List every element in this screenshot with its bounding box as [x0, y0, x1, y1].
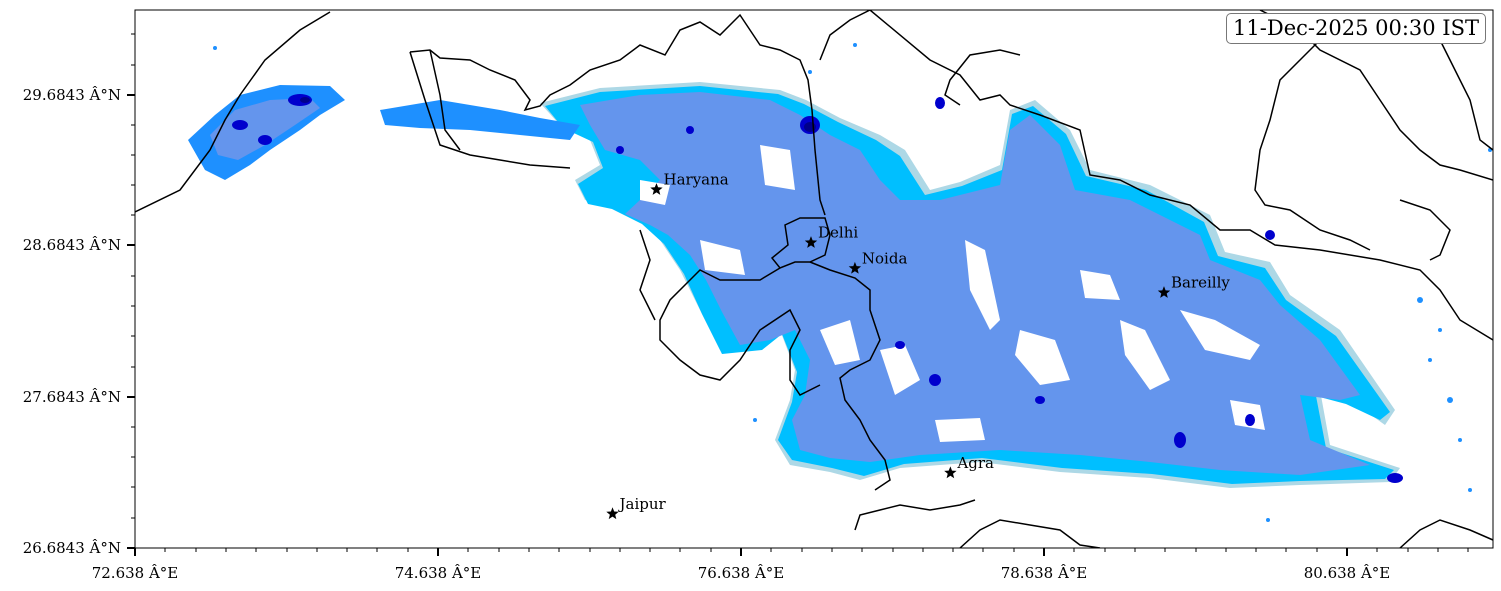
boundary-up-north: [869, 10, 1493, 341]
city-label: Noida: [862, 249, 908, 267]
x-tick-labels: 72.638 Â°E 74.638 Â°E 76.638 Â°E 78.638 …: [92, 564, 1391, 582]
boundary-south-3: [1399, 519, 1493, 548]
plot-frame: [134, 9, 1494, 549]
boundary-northwest: [429, 49, 461, 151]
y-tick-label: 26.6843 Â°N: [23, 539, 121, 557]
city-label: Haryana: [664, 171, 729, 189]
y-tick-label: 27.6843 Â°N: [23, 388, 121, 406]
boundary-haryana-rajasthan: [809, 261, 891, 491]
boundary-haryana-north: [409, 51, 571, 169]
y-tick-label: 29.6843 Â°N: [23, 86, 121, 104]
x-tick-label: 78.638 Â°E: [1001, 564, 1088, 582]
state-boundaries: [135, 10, 1493, 548]
y-tick-labels: 29.6843 Â°N 28.6843 Â°N 27.6843 Â°N 26.6…: [23, 86, 121, 557]
axis-ticks: [127, 33, 1469, 556]
timestamp-box: 11-Dec-2025 00:30 IST: [1226, 13, 1486, 44]
boundary-nepal-west: [944, 49, 1021, 106]
city-label: Bareilly: [1171, 274, 1230, 292]
precip-intense: [232, 94, 1403, 483]
city-label: Agra: [956, 454, 994, 472]
precip-speckles: [213, 43, 1492, 522]
x-tick-label: 80.638 Â°E: [1304, 564, 1391, 582]
boundary-west: [135, 11, 331, 213]
precip-north-band: [380, 100, 580, 140]
x-tick-label: 76.638 Â°E: [698, 564, 785, 582]
city-marker-star-icon: [606, 507, 619, 520]
city-marker-star-icon: [944, 466, 957, 479]
x-tick-label: 74.638 Â°E: [395, 564, 482, 582]
map-area: [135, 10, 1493, 548]
boundary-haryana-south: [659, 267, 821, 396]
boundary-south-2: [959, 519, 1101, 548]
city-label: Delhi: [818, 224, 858, 242]
city-marker-star-icon: [804, 236, 818, 248]
city-label: Jaipur: [618, 495, 667, 513]
precip-gaps: [640, 145, 1265, 442]
city-marker-star-icon: [1157, 286, 1171, 298]
boundary-east-loop: [1399, 199, 1451, 261]
precip-west-core: [210, 98, 320, 160]
boundary-up-west: [819, 10, 871, 61]
boundary-punjab-haryana: [409, 13, 826, 216]
city-marker-star-icon: [650, 183, 663, 195]
x-tick-label: 72.638 Â°E: [92, 564, 179, 582]
boundary-south: [854, 499, 976, 531]
precipitation-layer: [188, 43, 1492, 522]
boundary-nepal-2: [1254, 19, 1371, 251]
city-marker-star-icon: [848, 261, 862, 274]
boundary-mid: [639, 229, 656, 321]
y-tick-label: 28.6843 Â°N: [23, 236, 121, 254]
